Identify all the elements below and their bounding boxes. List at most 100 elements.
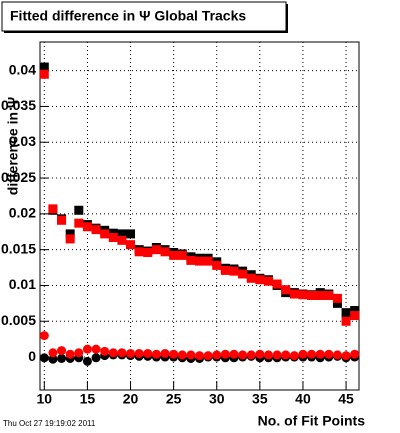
y-tick-label: 0.02 [9,205,36,221]
point [307,349,317,359]
point [143,248,153,258]
point [65,234,75,244]
point [220,265,230,275]
point [307,290,317,300]
point [134,348,144,358]
point [212,350,222,360]
point [160,247,170,257]
point [74,348,84,358]
point [263,350,273,360]
x-tick-label: 45 [338,391,354,407]
point [229,349,239,359]
point [281,350,291,360]
y-tick-label: 0.015 [1,240,36,256]
y-tick-label: 0 [28,348,36,364]
point [39,69,49,79]
point [39,353,49,363]
point [48,348,58,358]
y-tick-label: 0.035 [1,97,36,113]
point [350,306,360,316]
plot-frame [39,41,360,391]
point [160,348,170,358]
point [82,356,92,366]
x-tick-label: 25 [166,391,182,407]
point [195,351,204,361]
y-tick-label: 0.04 [9,61,36,77]
y-tick-label: 0.03 [9,133,36,149]
point [108,348,118,358]
x-tick-label: 35 [252,391,268,407]
point [289,351,299,361]
point [186,350,196,360]
point [341,316,351,326]
point [65,349,75,359]
point [238,269,248,279]
point [169,250,179,260]
point [91,225,101,235]
point [126,240,136,250]
point [91,344,101,354]
point [324,290,334,300]
point [134,247,144,257]
x-tick-label: 20 [123,391,139,407]
x-tick-label: 10 [37,391,53,407]
point [126,348,136,358]
point [255,349,265,359]
point [39,331,49,341]
point [203,256,213,266]
point [195,256,204,266]
point [117,235,127,245]
point [91,353,101,363]
point [117,348,127,358]
point [263,276,273,286]
point [82,344,92,354]
point [350,349,360,359]
point [57,353,67,363]
point [220,349,230,359]
point [212,260,222,270]
x-tick-label: 40 [295,391,311,407]
point [169,349,179,359]
point [151,349,161,359]
timestamp: Thu Oct 27 19:19:02 2011 [3,419,96,428]
point [289,289,299,299]
point [100,346,110,356]
point [350,311,360,321]
point [48,204,58,214]
y-axis-label: difference in Ψ [5,97,21,195]
point [100,229,110,239]
chart-title: Fitted difference in Ψ Global Tracks [10,8,246,24]
x-tick-label: 15 [80,391,96,407]
point [57,215,67,225]
point [177,250,187,260]
point [74,218,84,228]
point [177,350,187,360]
point [332,298,342,308]
point [298,349,308,359]
point [255,275,265,285]
point [117,229,127,239]
y-tick-label: 0.01 [9,276,36,292]
point [315,349,325,359]
point [48,354,58,364]
point [332,293,342,303]
point [229,266,239,276]
point [332,350,342,360]
title-box [1,1,287,32]
point [281,285,291,295]
point [143,348,153,358]
point [298,290,308,300]
point [246,350,256,360]
point [272,279,282,289]
point [108,232,118,242]
point [65,229,75,239]
x-axis-label: No. of Fit Points [258,413,366,429]
y-tick-label: 0.005 [1,312,36,328]
point [74,205,84,215]
point [57,346,67,356]
y-tick-label: 0.025 [1,169,36,185]
point [82,222,92,232]
point [341,351,351,361]
point [341,308,351,318]
